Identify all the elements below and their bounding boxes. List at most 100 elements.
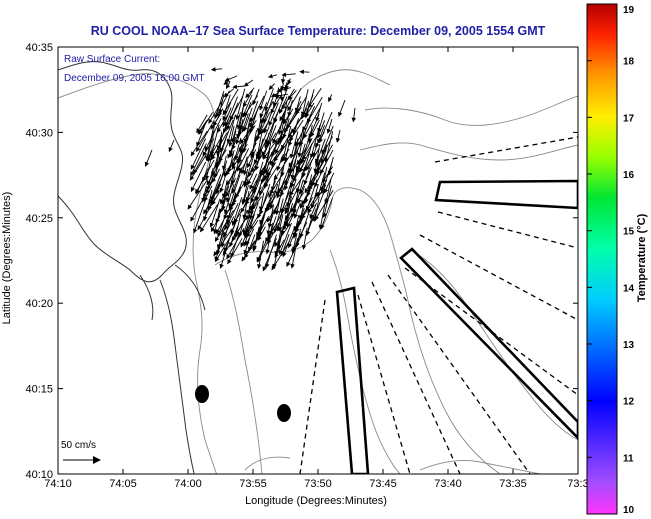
current-vector	[203, 183, 222, 214]
colorbar	[586, 3, 618, 515]
annotation-line-2: December 09, 2005 16:00 GMT	[64, 73, 205, 84]
current-vector-head	[280, 79, 286, 84]
current-vector-head	[189, 175, 195, 181]
station-marker-2	[277, 404, 291, 422]
current-vector-head	[283, 185, 289, 191]
current-vector	[243, 190, 250, 219]
x-tick-label: 73:50	[304, 478, 332, 490]
current-vector-head	[214, 236, 220, 243]
current-vector	[293, 179, 304, 214]
x-tick-label: 74:10	[44, 478, 72, 490]
current-vector-head	[220, 242, 226, 248]
current-vector-head	[190, 171, 195, 177]
current-vector	[264, 88, 274, 111]
x-tick-label: 74:00	[174, 478, 202, 490]
current-vector-head	[249, 117, 254, 123]
current-vector	[206, 126, 215, 160]
current-vector	[255, 179, 263, 201]
colorbar-label: Temperature (°C)	[636, 213, 648, 302]
x-tick-label: 73:3	[567, 478, 588, 490]
current-vector-head	[225, 197, 231, 203]
current-vector-head	[225, 84, 231, 90]
current-vector-head	[215, 229, 221, 235]
x-tick-label: 73:55	[239, 478, 267, 490]
current-vector-head	[304, 112, 310, 118]
current-vector-head	[245, 93, 250, 99]
current-vector-head	[241, 256, 246, 262]
current-vector-head	[227, 153, 232, 159]
current-vector	[250, 174, 262, 203]
bathymetry-contours	[58, 69, 578, 474]
current-vector-head	[297, 152, 302, 158]
current-vector-head	[284, 85, 289, 91]
current-vector-head	[320, 224, 325, 230]
current-vector-head	[313, 217, 318, 223]
current-vector-head	[208, 118, 213, 124]
current-vector-head	[231, 164, 236, 170]
current-vector	[263, 138, 279, 160]
current-vector-head	[299, 203, 305, 209]
current-vector	[196, 120, 215, 152]
current-vector	[223, 216, 235, 237]
current-vector-head	[271, 265, 276, 271]
y-tick-label: 40:35	[25, 42, 53, 54]
current-vector	[223, 106, 238, 133]
current-vector-field	[144, 67, 357, 272]
current-vector-head	[303, 166, 309, 172]
current-vector	[314, 196, 320, 222]
current-vector-head	[312, 152, 317, 158]
current-vector-head	[265, 249, 270, 255]
current-vector	[292, 221, 308, 251]
current-vector-head	[203, 209, 208, 215]
current-vector	[190, 190, 208, 222]
current-vector	[320, 197, 333, 229]
current-vector	[238, 125, 256, 152]
current-vector-head	[268, 85, 274, 91]
current-vector	[303, 107, 321, 139]
current-vector	[196, 123, 206, 147]
current-vector-head	[200, 227, 205, 233]
current-vector-head	[262, 176, 267, 183]
current-vector	[290, 131, 299, 158]
current-vector	[228, 174, 241, 208]
current-vector-head	[234, 155, 239, 161]
current-vector	[247, 185, 255, 215]
current-vector	[246, 202, 259, 233]
current-vector	[251, 179, 270, 210]
current-vector	[195, 173, 208, 194]
current-vector	[237, 100, 246, 129]
transect-box-south	[335, 286, 370, 474]
current-vector	[245, 196, 262, 220]
current-vector-head	[219, 187, 224, 193]
current-vector	[232, 167, 242, 193]
current-vector-head	[286, 222, 292, 228]
current-vector-head	[338, 111, 343, 118]
current-vector	[208, 99, 224, 124]
current-vector-head	[223, 80, 229, 85]
current-vector	[325, 131, 334, 162]
current-vector-head	[215, 256, 220, 263]
current-vector-head	[218, 109, 223, 115]
current-vector	[299, 196, 307, 220]
current-vector	[259, 155, 271, 177]
colorbar-tick-label: 17	[623, 113, 635, 124]
current-vector	[298, 130, 305, 157]
current-vector-head	[246, 232, 251, 238]
current-vector-head	[240, 169, 246, 175]
colorbar-tick-label: 13	[623, 340, 635, 351]
current-vector	[190, 130, 208, 156]
y-axis-label: Latitude (Degrees:Minutes)	[1, 192, 13, 325]
current-vector	[209, 174, 222, 204]
colorbar-tick-label: 16	[623, 170, 635, 181]
current-vector	[305, 148, 320, 171]
current-vector-head	[252, 246, 257, 252]
current-vector	[314, 162, 327, 187]
current-vector-head	[286, 261, 291, 268]
transect-box-east	[434, 179, 578, 210]
current-vector	[271, 240, 290, 270]
current-vector	[262, 238, 277, 271]
current-vector-head	[254, 165, 260, 171]
current-vector-head	[264, 144, 269, 150]
colorbar-tick-label: 14	[623, 283, 635, 294]
current-vector-head	[351, 117, 357, 123]
